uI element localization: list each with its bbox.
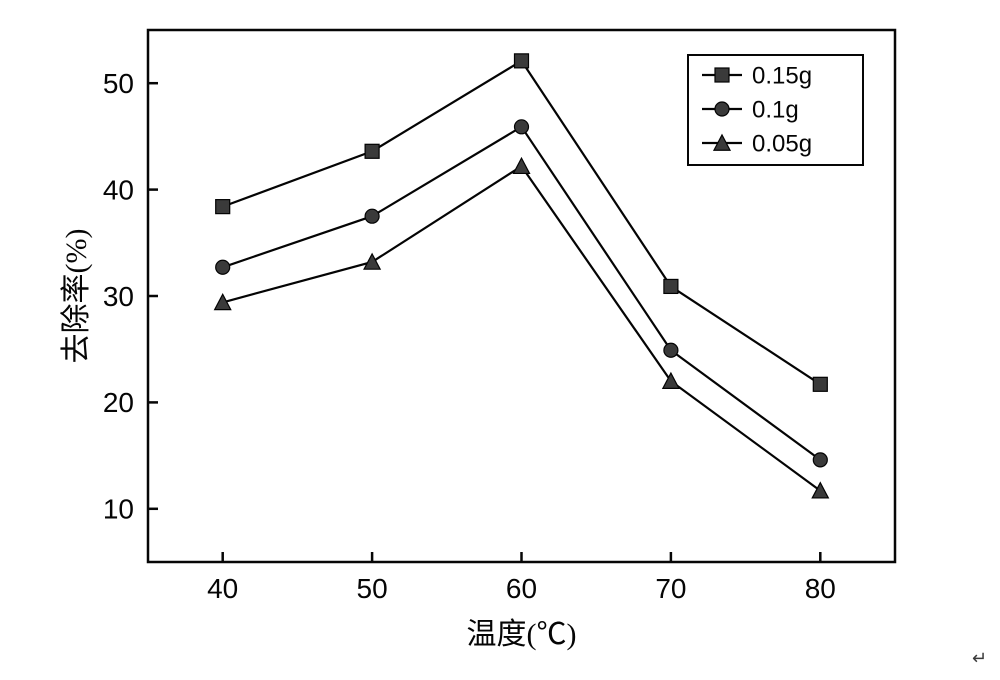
marker-square: [515, 54, 529, 68]
y-tick-label: 40: [103, 174, 134, 205]
y-tick-label: 20: [103, 387, 134, 418]
marker-square: [813, 377, 827, 391]
return-arrow-icon: ↵: [972, 648, 987, 669]
legend-label: 0.05g: [752, 130, 812, 157]
marker-circle: [715, 102, 729, 116]
x-tick-label: 60: [506, 573, 537, 604]
marker-circle: [813, 453, 827, 467]
x-axis-label: 温度(℃): [467, 618, 577, 651]
x-tick-label: 50: [357, 573, 388, 604]
marker-square: [216, 200, 230, 214]
legend-label: 0.15g: [752, 62, 812, 89]
marker-square: [365, 144, 379, 158]
line-chart: 40 50 60 70 80 10 20 30 40 50 温度(℃) 去除率(%) 0.15g 0.1g…: [0, 0, 1000, 680]
marker-square: [715, 68, 729, 82]
y-tick-label: 10: [103, 494, 134, 525]
x-tick-label: 80: [805, 573, 836, 604]
y-tick-label: 50: [103, 68, 134, 99]
legend: 0.15g 0.1g 0.05g: [688, 55, 863, 165]
chart-container: 40 50 60 70 80 10 20 30 40 50 温度(℃) 去除率(%) 0.15g 0.1g…: [0, 0, 1000, 680]
x-tick-label: 40: [207, 573, 238, 604]
y-axis-label: 去除率(%): [60, 229, 93, 364]
y-tick-label: 30: [103, 281, 134, 312]
x-tick-label: 70: [655, 573, 686, 604]
legend-label: 0.1g: [752, 96, 799, 123]
marker-circle: [365, 209, 379, 223]
marker-circle: [664, 343, 678, 357]
marker-circle: [515, 120, 529, 134]
marker-square: [664, 279, 678, 293]
marker-circle: [216, 260, 230, 274]
